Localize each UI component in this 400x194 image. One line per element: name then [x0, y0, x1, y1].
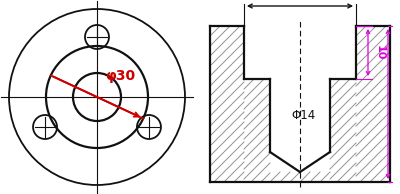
- Text: 24: 24: [396, 95, 400, 113]
- Text: Φ14: Φ14: [292, 109, 316, 122]
- Bar: [210, 26, 390, 182]
- Text: 10: 10: [375, 45, 385, 60]
- Text: Φ24: Φ24: [287, 0, 313, 3]
- Text: φ30: φ30: [105, 69, 135, 83]
